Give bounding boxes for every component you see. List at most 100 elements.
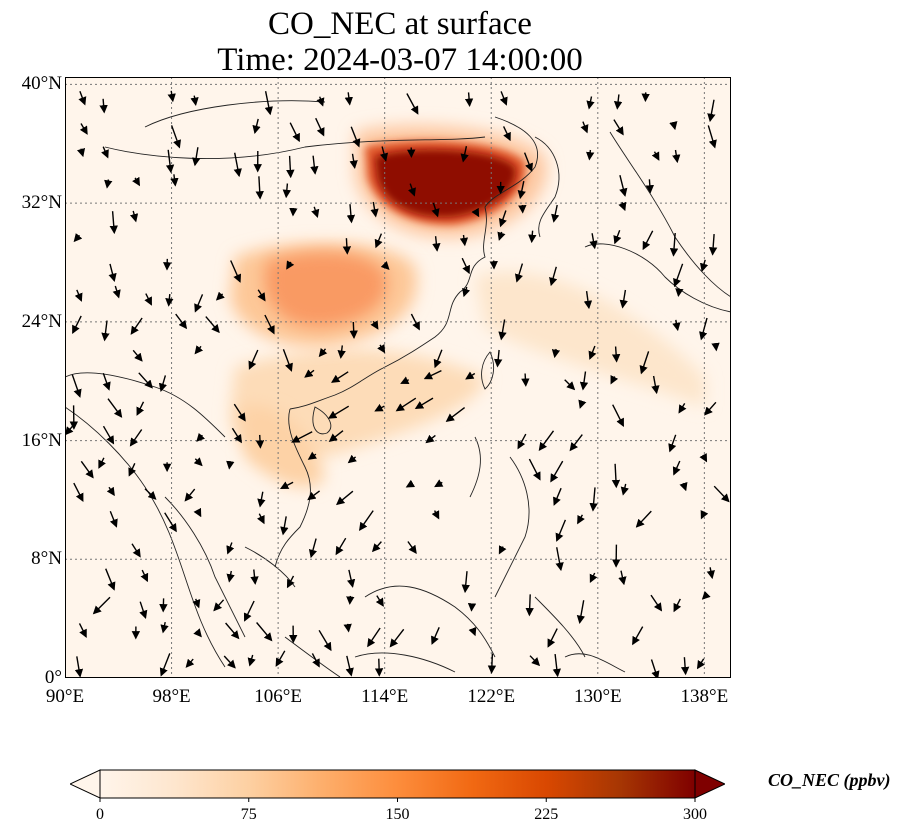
wind-vector-field	[65, 90, 730, 678]
wind-arrow	[92, 596, 111, 615]
wind-arrow	[185, 658, 195, 668]
wind-arrow	[635, 510, 652, 528]
wind-arrow	[445, 407, 466, 422]
wind-arrow	[101, 320, 110, 342]
wind-arrow	[708, 234, 718, 256]
wind-arrow	[160, 621, 169, 634]
lon-tick-label: 130°E	[573, 686, 622, 707]
wind-arrow	[498, 319, 507, 341]
wind-arrow	[611, 463, 621, 489]
wind-arrow	[106, 486, 115, 497]
wind-arrow	[431, 202, 440, 218]
wind-arrow	[247, 654, 256, 667]
wind-arrow	[514, 263, 524, 283]
wind-arrow	[71, 374, 82, 398]
wind-arrow	[243, 600, 255, 622]
wind-arrow	[425, 434, 436, 444]
wind-arrow	[406, 93, 419, 115]
wind-arrow	[502, 126, 511, 142]
lat-tick-label: 8°N	[31, 548, 62, 570]
wind-arrow	[713, 485, 730, 503]
wind-arrow	[675, 288, 684, 297]
wind-arrow	[98, 457, 106, 469]
wind-arrow	[215, 291, 225, 301]
wind-arrow	[432, 236, 441, 252]
wind-arrow	[76, 147, 86, 158]
wind-arrow	[196, 432, 206, 442]
wind-arrow	[79, 123, 88, 135]
wind-arrow	[375, 595, 384, 607]
wind-arrow	[286, 260, 295, 270]
wind-arrow	[410, 313, 420, 331]
wind-arrow	[555, 547, 564, 572]
lon-tick-label: 114°E	[361, 686, 409, 707]
wind-arrow	[395, 397, 417, 412]
wind-arrow	[467, 602, 477, 612]
wind-arrow	[193, 457, 203, 467]
wind-arrow	[370, 201, 379, 218]
wind-arrow	[613, 229, 622, 245]
wind-arrow	[618, 201, 627, 212]
wind-arrow	[255, 176, 264, 200]
wind-arrow	[642, 230, 654, 251]
wind-arrow	[464, 92, 474, 107]
wind-arrow	[405, 479, 416, 488]
wind-arrow	[374, 403, 385, 412]
wind-arrow	[588, 345, 597, 360]
colorbar-min-extend	[70, 769, 101, 799]
wind-arrow	[672, 460, 681, 476]
wind-arrow	[129, 210, 139, 223]
wind-arrow	[374, 233, 383, 249]
wind-arrow	[289, 122, 300, 143]
wind-arrow	[423, 369, 442, 380]
wind-arrow	[706, 567, 715, 580]
plume-sichuan-core	[265, 251, 387, 328]
wind-arrow	[699, 259, 709, 272]
wind-arrow	[700, 509, 709, 520]
wind-arrow	[170, 125, 181, 149]
wind-arrow	[164, 512, 177, 533]
wind-arrow	[73, 482, 84, 502]
wind-arrow	[529, 655, 541, 667]
wind-arrow	[550, 460, 564, 483]
wind-arrow	[257, 289, 266, 302]
plume-indochina	[240, 405, 325, 488]
wind-arrow	[248, 349, 259, 370]
wind-arrow	[138, 372, 153, 389]
lon-tick-label: 106°E	[254, 686, 302, 707]
colorbar-tick-label: 75	[240, 806, 257, 823]
wind-arrow	[651, 151, 660, 161]
wind-arrow	[400, 376, 410, 385]
wind-arrow	[461, 571, 470, 594]
wind-arrow	[226, 570, 235, 583]
wind-arrow	[379, 146, 389, 162]
wind-arrow	[547, 628, 558, 648]
wind-arrow	[434, 479, 444, 488]
wind-arrow	[132, 349, 143, 362]
gridlines	[65, 77, 731, 678]
wind-arrow	[346, 595, 355, 605]
wind-arrow	[331, 371, 349, 383]
wind-arrow	[316, 96, 325, 107]
wind-arrow	[462, 286, 471, 298]
wind-arrow	[619, 175, 628, 197]
wind-arrow	[311, 206, 320, 219]
wind-arrow	[497, 231, 506, 241]
wind-arrow	[613, 94, 623, 110]
wind-arrow	[431, 510, 440, 520]
wind-arrow	[707, 125, 717, 149]
wind-arrow	[468, 626, 477, 637]
colorbar-max-extend	[694, 769, 725, 799]
wind-arrow	[132, 176, 141, 187]
wind-arrow	[414, 397, 434, 410]
wind-arrow	[578, 399, 587, 409]
wind-arrow	[523, 152, 533, 172]
wind-arrow	[589, 233, 598, 250]
colorbar-tick-label: 300	[683, 806, 707, 823]
wind-arrow	[105, 568, 116, 591]
wind-arrow	[350, 126, 361, 148]
wind-arrow	[576, 600, 586, 624]
lat-tick-label: 0°	[44, 667, 62, 688]
wind-arrow	[651, 375, 660, 395]
wind-arrow	[257, 491, 266, 508]
